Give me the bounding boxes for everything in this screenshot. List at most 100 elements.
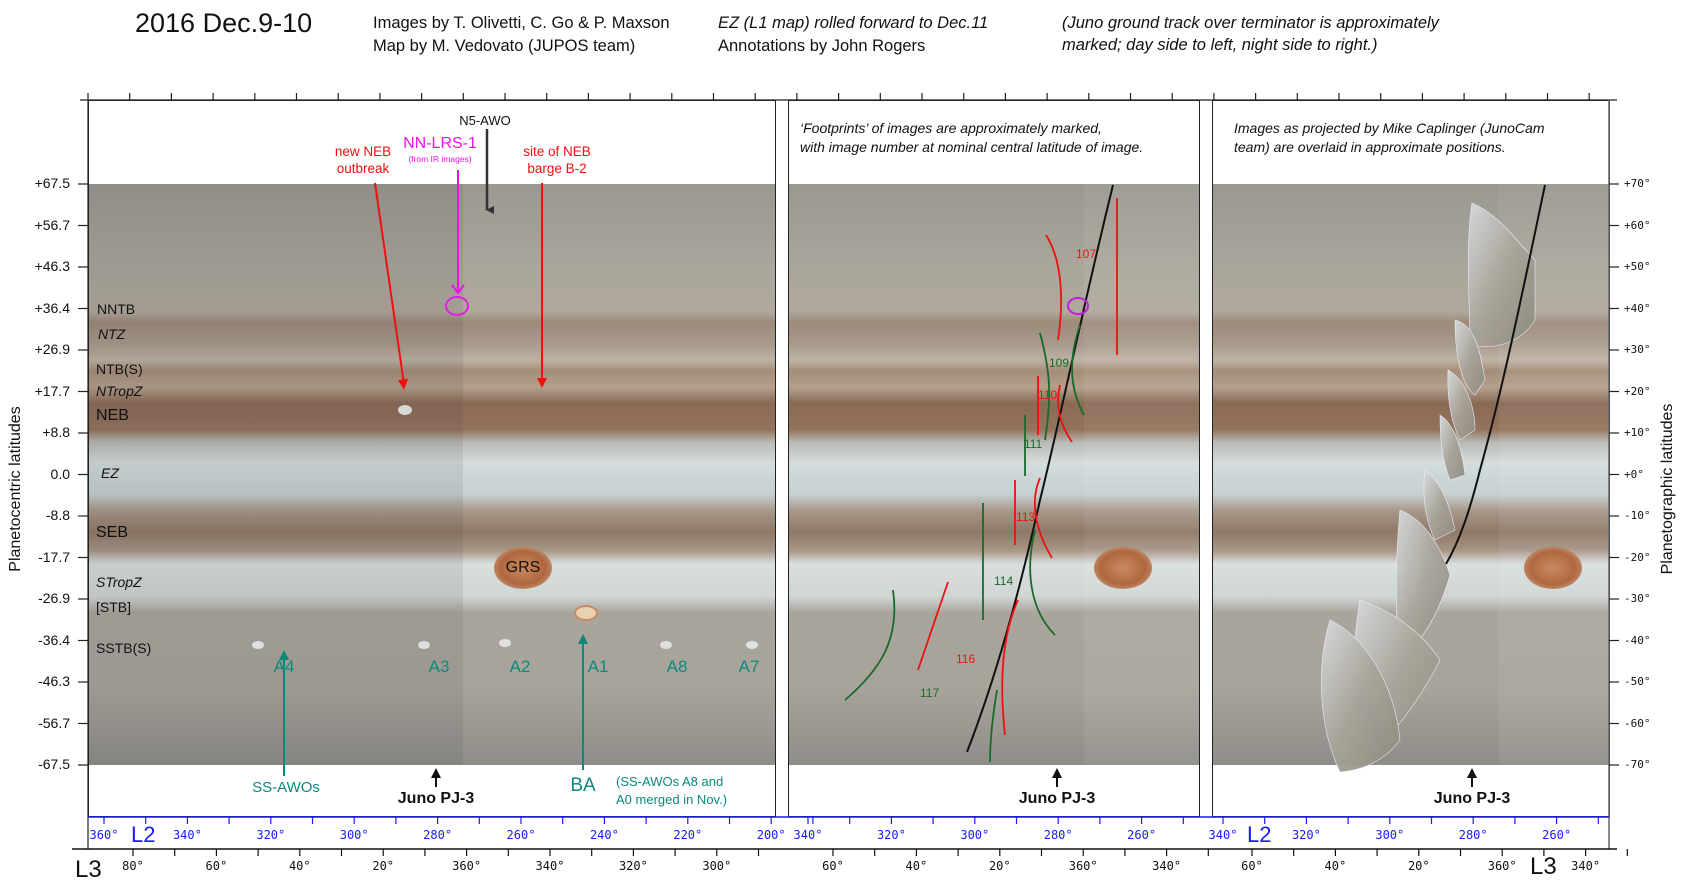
junocam-image-overlays <box>1320 202 1536 773</box>
great-red-spot <box>494 547 552 589</box>
band-label-ntz: NTZ <box>98 326 126 342</box>
l3-tick-label: 360° <box>1487 859 1517 873</box>
figure-title: 2016 Dec.9-10 <box>135 8 313 38</box>
right-tick-label: -20° <box>1624 550 1651 564</box>
l2-tick-label: 260° <box>506 828 536 842</box>
band-label-stb: [STB] <box>96 599 132 615</box>
footprint-label-110: 110 <box>1038 388 1058 402</box>
awo-label-a8: A8 <box>666 657 688 676</box>
l3-tick-label: 340° <box>1571 859 1601 873</box>
caption-line1: ‘Footprints’ of images are approximately… <box>800 120 1102 136</box>
ss-awos-label: SS-AWOs <box>252 779 320 796</box>
track-note-1: (Juno ground track over terminator is ap… <box>1062 14 1439 32</box>
ez-note: EZ (L1 map) rolled forward to Dec.11 <box>718 14 989 32</box>
left-tick-label: +17.7 <box>34 382 70 399</box>
l3-axis-label: L3 <box>1530 853 1557 880</box>
band-label-ntropz: NTropZ <box>96 383 143 399</box>
l3-tick-label: 360° <box>452 859 482 873</box>
image-credits: Images by T. Olivetti, C. Go & P. Maxson <box>373 14 670 32</box>
footprint-label-114: 114 <box>994 574 1014 588</box>
ba-label: BA <box>570 775 596 796</box>
l2-tick-label: 260° <box>1542 828 1572 842</box>
nn-lrs-marker <box>1067 297 1089 315</box>
l3-tick-label: 60° <box>1241 859 1263 873</box>
nn-lrs-note: (from IR images) <box>408 154 472 164</box>
band-label-seb: SEB <box>96 524 129 541</box>
annotations-credit: Annotations by John Rogers <box>718 37 926 55</box>
left-tick-label: +46.3 <box>34 258 70 274</box>
l2-tick-label: 360° <box>89 828 119 842</box>
l3-tick-label: 320° <box>618 859 648 873</box>
barge-line1: site of NEB <box>523 144 591 159</box>
right-tick-label: -60° <box>1624 716 1651 730</box>
l2-tick-label: 220° <box>673 828 703 842</box>
l2-tick-label: 280° <box>423 828 453 842</box>
l3-tick-label: 40° <box>1324 859 1347 873</box>
juno-pj3-label: Juno PJ-3 <box>1018 790 1096 807</box>
track-note-2: marked; day side to left, night side to … <box>1062 36 1378 54</box>
right-axis-title: Planetographic latitudes <box>1659 403 1676 575</box>
new-neb-outbreak-label: new NEB outbreak <box>335 143 391 177</box>
l2-tick-label: 200° <box>756 828 786 842</box>
l3-tick-label: 340° <box>1152 859 1182 873</box>
l3-tick-label: 340° <box>535 859 565 873</box>
left-tick-label: +36.4 <box>34 299 70 316</box>
right-tick-label: +40° <box>1624 301 1651 315</box>
great-red-spot <box>1094 547 1152 589</box>
footprint-label-109: 109 <box>1049 356 1070 370</box>
juno-ground-track <box>966 184 1114 753</box>
left-tick-label: -17.7 <box>38 548 70 565</box>
l2-tick-label: 300° <box>1375 828 1405 842</box>
l3-tick-label: 20° <box>988 859 1011 873</box>
band-label-ntbs: NTB(S) <box>96 361 143 377</box>
panel-3-caption: Images as projected by Mike Caplinger (J… <box>1234 119 1544 157</box>
footprint-lines <box>844 198 1118 763</box>
left-tick-label: -46.3 <box>38 673 70 689</box>
juno-pj3-label: Juno PJ-3 <box>1433 790 1511 807</box>
l2-tick-label: 280° <box>1043 828 1073 842</box>
left-tick-label: +67.5 <box>34 175 70 191</box>
awo-label-a2: A2 <box>509 657 531 676</box>
l3-tick-label: 60° <box>822 859 844 873</box>
awo-label-a1: A1 <box>587 657 609 676</box>
new-neb-arrow <box>374 182 405 385</box>
l2-axis-label: L2 <box>131 822 156 847</box>
juno-arrows <box>431 768 1477 787</box>
l2-axis-label: L2 <box>1247 822 1272 847</box>
l2-tick-label: 340° <box>172 828 202 842</box>
right-tick-label: +10° <box>1624 426 1651 439</box>
right-tick-label: -30° <box>1624 592 1651 605</box>
left-tick-label: -56.7 <box>38 714 70 731</box>
jupiter-map-panel-1 <box>88 184 775 765</box>
l2-tick-label: 320° <box>876 828 906 842</box>
band-label-ez: EZ <box>101 465 119 481</box>
nn-lrs-label: NN-LRS-1 <box>403 135 477 152</box>
band-label-sstbs: SSTB(S) <box>96 640 152 656</box>
l2-tick-label: 260° <box>1127 828 1157 842</box>
l2-tick-label: 240° <box>589 828 619 842</box>
left-tick-label: -26.9 <box>38 590 70 606</box>
l2-tick-label: 340° <box>793 828 823 842</box>
left-tick-label: -8.8 <box>45 507 70 523</box>
l2-tick-label: 300° <box>960 828 990 842</box>
right-tick-label: +20° <box>1624 384 1651 398</box>
white-ovals <box>252 405 758 649</box>
awo-label-a3: A3 <box>428 657 450 676</box>
juno-ground-track <box>1445 184 1546 565</box>
ba-note-line1: (SS-AWOs A8 and <box>616 774 724 789</box>
right-tick-label: +50° <box>1624 260 1651 273</box>
barge-line2: barge B-2 <box>527 161 587 176</box>
l3-tick-label: 20° <box>1407 859 1430 873</box>
l3-tick-label: 300° <box>702 859 732 873</box>
ba-oval <box>574 605 598 621</box>
l3-tick-label: 40° <box>905 859 928 873</box>
l3-tick-label: 80° <box>122 859 144 873</box>
grs-label: GRS <box>505 559 541 576</box>
l3-axis-label: L3 <box>75 856 102 883</box>
left-tick-label: +8.8 <box>42 424 70 440</box>
jupiter-map-panel-2 <box>788 184 1199 765</box>
l2-tick-label: 320° <box>1291 828 1321 842</box>
right-tick-label: +60° <box>1624 218 1651 232</box>
right-tick-label: -70° <box>1624 758 1651 771</box>
